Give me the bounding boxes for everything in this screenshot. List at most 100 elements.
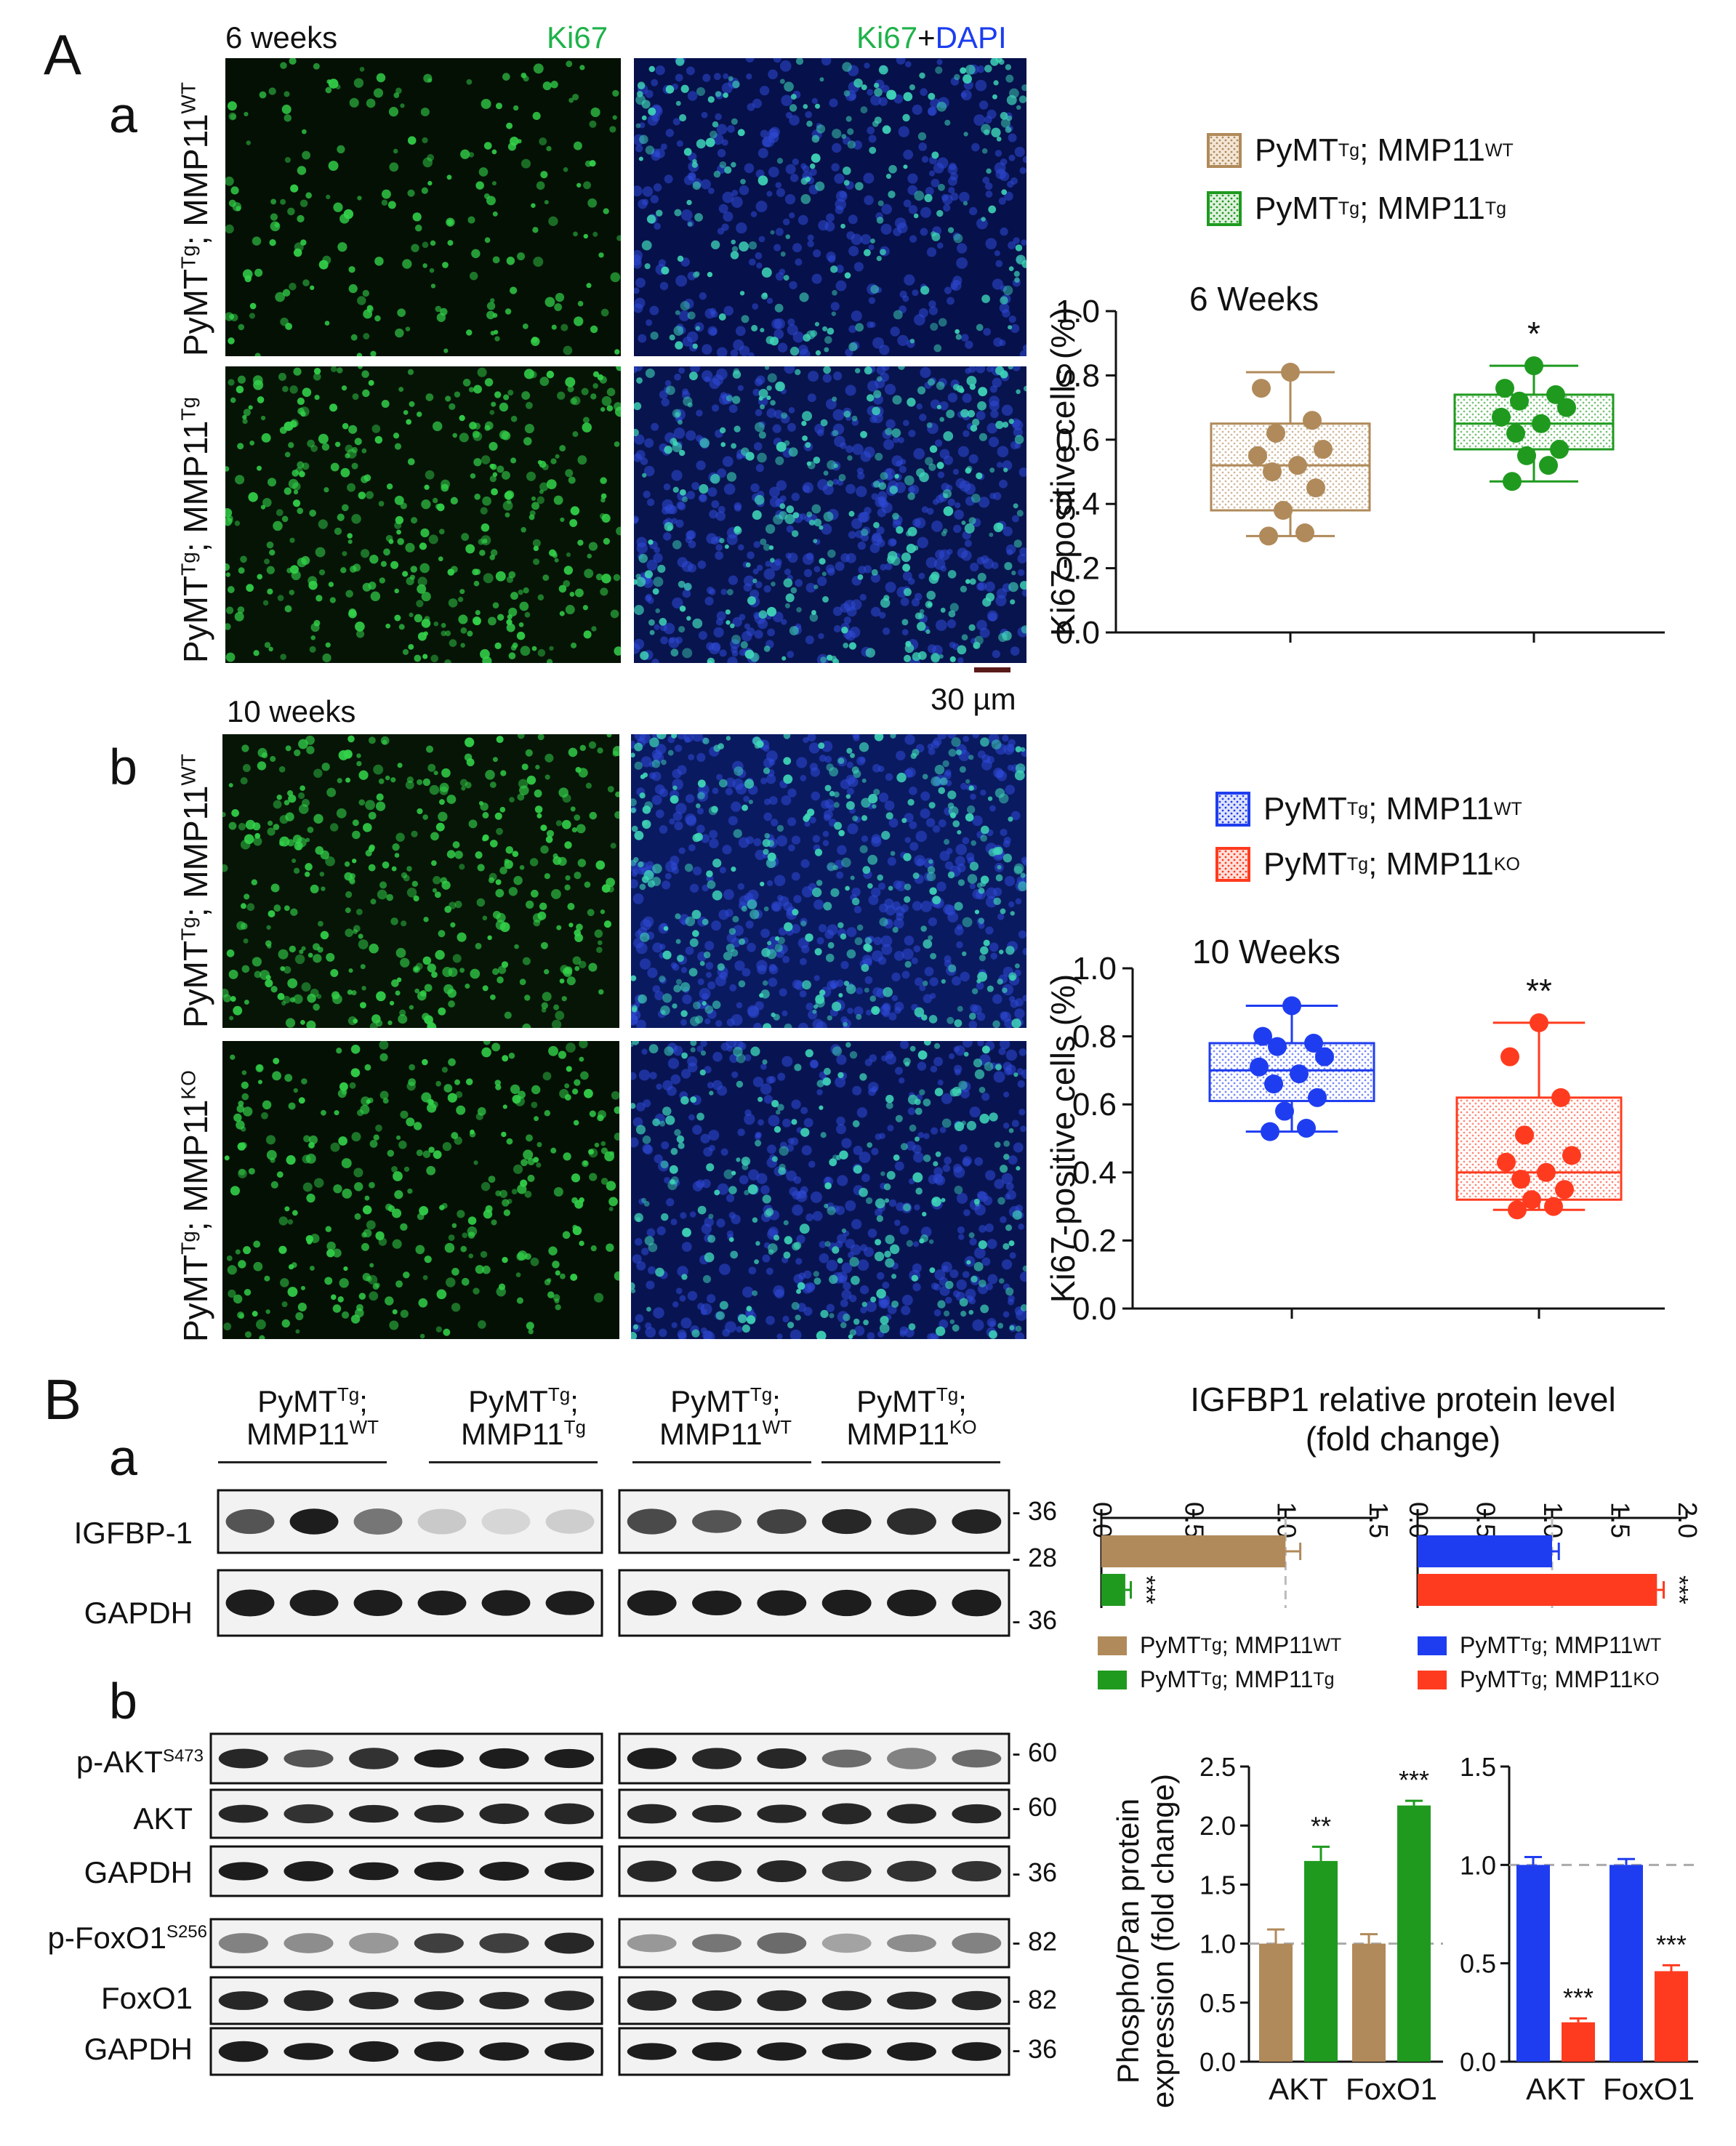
category-label: FoxO1 (1603, 2072, 1695, 2106)
ki67-nucleus (908, 1323, 916, 1330)
ki67-nucleus (254, 353, 261, 356)
ki67-nucleus (270, 1157, 276, 1163)
ki67-nucleus (395, 515, 404, 525)
dapi-nucleus (653, 183, 662, 192)
ki67-nucleus (675, 310, 680, 316)
ki67-nucleus (597, 374, 604, 381)
ki67-nucleus (943, 1310, 950, 1317)
dapi-nucleus (1008, 316, 1016, 323)
ki67-nucleus (517, 139, 522, 144)
ki67-nucleus (730, 251, 739, 260)
dapi-nucleus (920, 808, 931, 819)
ki67-nucleus (501, 470, 510, 480)
ki67-nucleus (427, 763, 436, 772)
ki67-nucleus (871, 1005, 880, 1016)
dapi-nucleus (808, 742, 820, 754)
ki67-nucleus (396, 529, 401, 535)
dapi-nucleus (1012, 366, 1021, 371)
micrograph-10w-wt-ki67 (222, 734, 619, 1028)
ki67-nucleus (887, 550, 898, 561)
ki67-nucleus (436, 313, 446, 322)
dapi-nucleus (901, 629, 909, 636)
ki67-nucleus (901, 619, 909, 626)
ki67-nucleus (557, 391, 566, 400)
ki67-nucleus (852, 1120, 860, 1128)
ki67-nucleus (225, 606, 234, 614)
dapi-nucleus (999, 1041, 1010, 1050)
ki67-nucleus (730, 1250, 739, 1259)
ki67-nucleus (544, 774, 550, 780)
ki67-nucleus (752, 510, 762, 521)
dapi-nucleus (920, 791, 931, 801)
ki67-nucleus (980, 1304, 989, 1314)
ki67-nucleus (648, 539, 654, 545)
ki67-nucleus (485, 770, 495, 780)
dapi-nucleus (675, 73, 683, 82)
ki67-nucleus (470, 473, 476, 479)
dapi-nucleus (923, 994, 933, 1003)
ki67-nucleus (349, 566, 357, 573)
dapi-nucleus (962, 837, 970, 845)
ki67-nucleus (422, 956, 432, 965)
ki67-nucleus (492, 757, 498, 763)
dapi-nucleus (730, 349, 739, 356)
ki67-nucleus (424, 1255, 432, 1263)
ki67-nucleus (326, 194, 331, 200)
ki67-nucleus (516, 1297, 523, 1304)
ki67-nucleus (326, 952, 335, 962)
dapi-nucleus (705, 972, 712, 978)
ki67-nucleus (343, 750, 353, 759)
dapi-nucleus (987, 1274, 998, 1285)
ki67-nucleus (928, 802, 936, 809)
ki67-nucleus (568, 97, 574, 103)
ki67-nucleus (850, 875, 855, 880)
ki67-nucleus (748, 799, 753, 805)
dapi-nucleus (947, 548, 953, 555)
ki67-nucleus (957, 879, 965, 886)
dapi-nucleus (723, 889, 734, 900)
ki67-nucleus (564, 1083, 570, 1089)
dapi-nucleus (869, 415, 877, 424)
dapi-nucleus (691, 481, 700, 491)
ki67-nucleus (261, 1112, 268, 1120)
dapi-nucleus (986, 887, 997, 899)
dapi-nucleus (723, 211, 734, 222)
ki67-nucleus (310, 622, 320, 632)
ki67-nucleus (861, 529, 869, 536)
ki67-nucleus (1020, 1304, 1026, 1311)
ki67-nucleus (333, 202, 343, 212)
ki67-nucleus (542, 992, 552, 1002)
dapi-nucleus (819, 1240, 827, 1248)
dapi-nucleus (634, 287, 640, 294)
dapi-nucleus (960, 782, 968, 790)
ki67-nucleus (922, 980, 928, 986)
ki67-nucleus (357, 1109, 364, 1117)
ki67-nucleus (342, 1189, 353, 1199)
dapi-nucleus (765, 1315, 775, 1325)
dapi-nucleus (989, 401, 1000, 411)
dapi-nucleus (753, 838, 762, 847)
ki67-nucleus (240, 903, 246, 909)
ki67-nucleus (369, 1263, 374, 1268)
ki67-nucleus (422, 157, 433, 168)
ki67-nucleus (695, 803, 701, 808)
ki67-nucleus (552, 552, 558, 558)
dapi-nucleus (776, 1333, 783, 1339)
ki67-nucleus (343, 1266, 348, 1271)
dapi-nucleus (686, 430, 696, 441)
ki67-nucleus (933, 1161, 939, 1167)
dapi-nucleus (702, 344, 712, 355)
dapi-nucleus (867, 89, 874, 96)
ki67-nucleus (814, 948, 822, 956)
ki67-nucleus (447, 568, 455, 576)
data-point (1253, 1026, 1272, 1046)
ki67-nucleus (366, 491, 374, 499)
blot-band (757, 1860, 807, 1883)
ki67-nucleus (468, 1253, 474, 1258)
ki67-nucleus (407, 1188, 413, 1194)
dapi-nucleus (650, 195, 659, 204)
dapi-nucleus (986, 109, 997, 119)
blot-label-pakt: p-AKTS473 (76, 1745, 204, 1779)
ki67-nucleus (546, 659, 553, 663)
dapi-nucleus (1010, 323, 1020, 334)
